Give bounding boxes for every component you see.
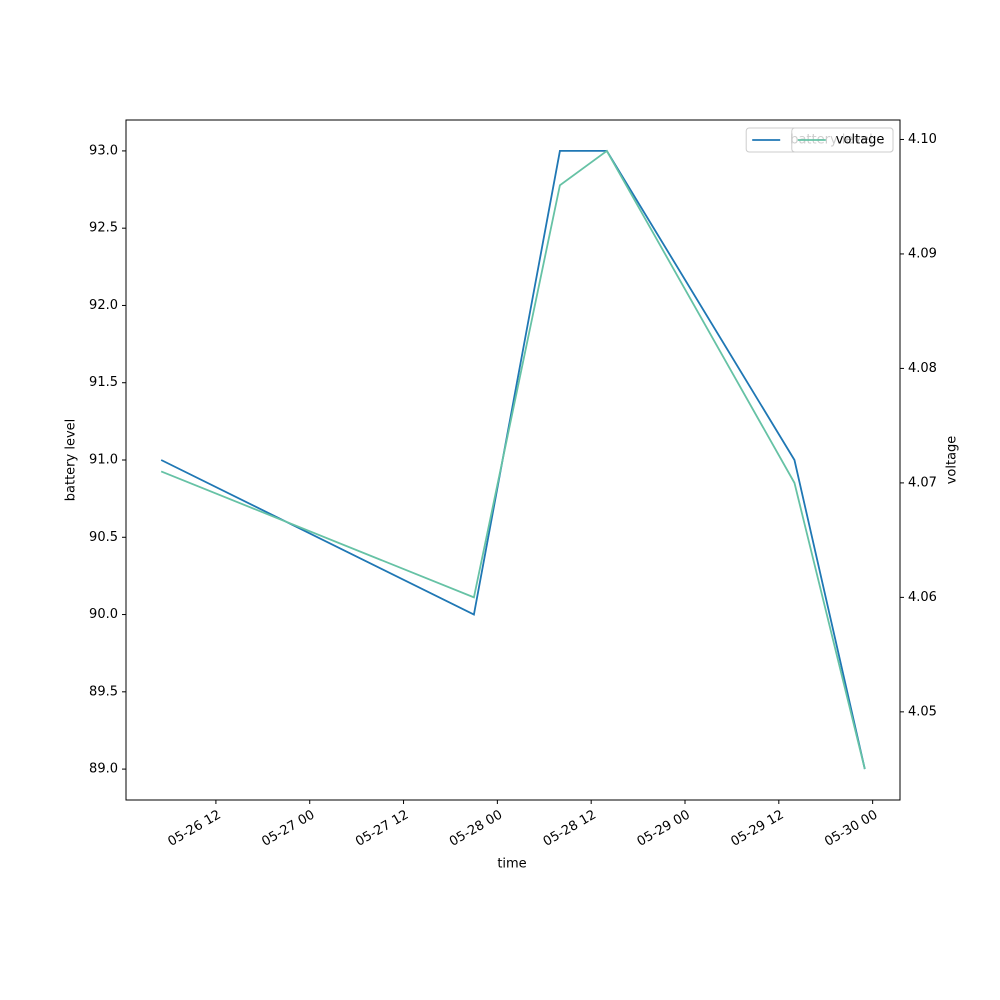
x-tick-label: 05-29 00	[635, 808, 693, 850]
y-tick-label: 90.5	[89, 530, 118, 545]
x-axis-label: time	[497, 857, 526, 872]
y2-tick-label: 4.05	[908, 704, 937, 719]
y2-tick-label: 4.08	[908, 361, 937, 376]
series-line	[160, 150, 866, 770]
y-tick-label: 91.5	[89, 375, 118, 390]
x-tick-label: 05-26 12	[166, 808, 224, 850]
y-tick-label: 93.0	[89, 143, 118, 158]
x-tick-label: 05-27 12	[353, 808, 411, 850]
y-tick-label: 90.0	[89, 607, 118, 622]
y-tick-label: 92.5	[89, 221, 118, 236]
legend-label: voltage	[836, 133, 885, 148]
y2-tick-label: 4.07	[908, 475, 937, 490]
y2-axis-label: voltage	[945, 436, 960, 485]
y-tick-label: 92.0	[89, 298, 118, 313]
y-tick-label: 89.5	[89, 684, 118, 699]
series-line	[160, 149, 866, 770]
x-tick-label: 05-28 00	[447, 808, 505, 850]
legend: voltage	[791, 127, 894, 153]
y-tick-label: 91.0	[89, 453, 118, 468]
x-tick-label: 05-29 12	[728, 808, 786, 850]
y-axis-label: battery level	[64, 419, 79, 502]
y-tick-label: 89.0	[89, 762, 118, 777]
y2-tick-label: 4.09	[908, 246, 937, 261]
y2-tick-label: 4.06	[908, 590, 937, 605]
x-tick-label: 05-28 12	[541, 808, 599, 850]
legend-box	[791, 127, 894, 153]
x-tick-label: 05-30 00	[822, 808, 880, 850]
x-tick-label: 05-27 00	[259, 808, 317, 850]
plot-frame	[125, 119, 901, 801]
y2-tick-label: 4.10	[908, 132, 937, 147]
